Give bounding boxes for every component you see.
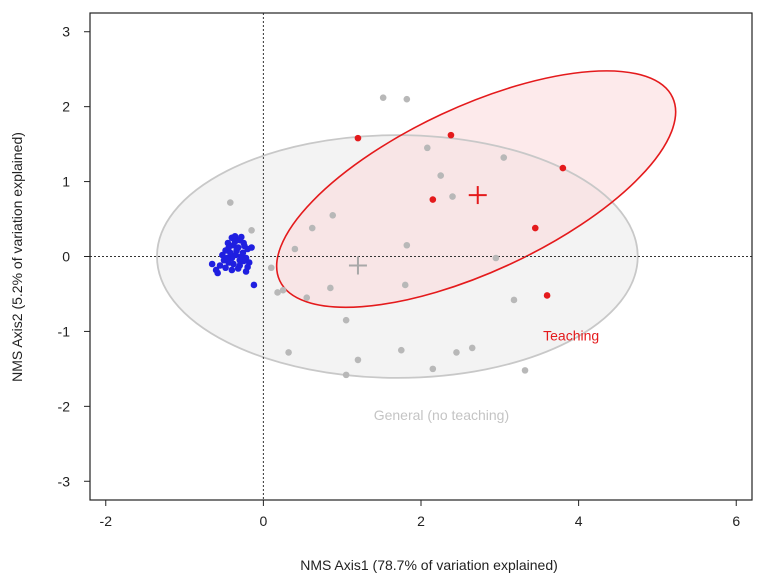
point-series2-21 xyxy=(285,349,292,356)
point-series0-18 xyxy=(216,262,224,269)
point-series0-28 xyxy=(250,281,258,289)
point-series2-9 xyxy=(308,224,316,232)
annotation-label-1: General (no teaching) xyxy=(374,407,509,423)
point-series2-18 xyxy=(403,241,411,249)
point-series2-27 xyxy=(429,365,437,373)
point-series2-12 xyxy=(279,286,287,294)
point-series2-20 xyxy=(510,296,518,304)
point-series2-5 xyxy=(449,193,456,200)
point-series2-8 xyxy=(291,245,299,253)
point-series1-0 xyxy=(354,134,362,142)
y-axis-title: NMS Axis2 (5.2% of variation explained) xyxy=(9,132,25,382)
y-tick-label-1: 1 xyxy=(62,174,70,190)
point-series2-7 xyxy=(248,226,255,234)
point-series0-31 xyxy=(225,244,233,251)
centroid-markers xyxy=(348,186,487,275)
point-series0-1 xyxy=(231,232,239,240)
point-series2-25 xyxy=(468,344,476,352)
point-series0-39 xyxy=(241,242,248,250)
point-series0-22 xyxy=(233,247,240,254)
point-series0-21 xyxy=(228,254,236,262)
point-series2-16 xyxy=(342,316,350,324)
x-tick-label--2: -2 xyxy=(100,513,113,529)
point-series0-15 xyxy=(230,260,237,268)
ellipse-fill-1 xyxy=(276,70,676,308)
y-tick-label--1: -1 xyxy=(58,323,71,339)
point-series0-25 xyxy=(248,244,255,251)
point-series2-22 xyxy=(354,356,362,364)
point-series0-23 xyxy=(236,256,244,264)
x-tick-label-4: 4 xyxy=(575,513,583,529)
scatter-points xyxy=(208,94,567,379)
annotation-label-0: Teaching xyxy=(543,327,599,343)
point-series0-38 xyxy=(223,254,231,262)
point-series1-5 xyxy=(543,292,551,299)
y-tick-label-0: 0 xyxy=(62,249,70,265)
point-series2-6 xyxy=(226,199,234,206)
point-series1-3 xyxy=(429,196,437,203)
point-series2-13 xyxy=(274,289,281,296)
point-series2-24 xyxy=(453,349,460,356)
point-series0-35 xyxy=(219,251,226,259)
point-series0-33 xyxy=(238,233,245,241)
point-series2-28 xyxy=(521,367,529,374)
point-series2-1 xyxy=(403,95,411,103)
group-ellipses xyxy=(156,70,677,379)
point-series0-29 xyxy=(214,269,221,277)
reference-lines xyxy=(90,13,752,500)
ellipse-outline-0 xyxy=(156,134,639,379)
point-series1-2 xyxy=(559,164,567,172)
x-tick-label-2: 2 xyxy=(417,513,425,529)
y-tick-label-3: 3 xyxy=(62,24,70,40)
point-series0-34 xyxy=(244,263,251,271)
point-series2-10 xyxy=(329,211,337,219)
point-series2-23 xyxy=(397,346,405,354)
point-series0-36 xyxy=(234,265,242,272)
point-series2-19 xyxy=(492,254,500,262)
point-series2-0 xyxy=(379,94,387,101)
y-tick-label-2: 2 xyxy=(62,99,70,115)
y-tick-label--3: -3 xyxy=(58,473,71,489)
point-series2-2 xyxy=(424,144,431,152)
point-series2-11 xyxy=(267,264,275,272)
point-series0-9 xyxy=(226,249,234,257)
point-series2-4 xyxy=(500,154,508,161)
x-tick-label-6: 6 xyxy=(732,513,740,529)
point-series2-26 xyxy=(342,371,350,379)
point-series1-1 xyxy=(447,131,455,139)
point-series2-15 xyxy=(327,284,334,292)
point-series1-4 xyxy=(531,224,539,232)
x-tick-label-0: 0 xyxy=(259,513,267,529)
point-series0-20 xyxy=(222,264,229,272)
y-tick-label--2: -2 xyxy=(58,398,71,414)
x-axis-title: NMS Axis1 (78.7% of variation explained) xyxy=(300,557,558,573)
point-series0-30 xyxy=(208,260,216,268)
point-series2-3 xyxy=(437,172,445,179)
point-series2-17 xyxy=(401,281,409,289)
ellipse-outline-1 xyxy=(275,70,677,309)
point-series2-14 xyxy=(303,294,311,302)
group-annotations: Teaching General (no teaching) xyxy=(374,327,599,422)
point-series0-24 xyxy=(239,249,247,257)
point-series0-32 xyxy=(231,238,239,245)
axes: -2 0 2 4 6 -3 -2 -1 0 1 2 3 xyxy=(58,12,753,529)
point-series0-37 xyxy=(228,266,236,274)
